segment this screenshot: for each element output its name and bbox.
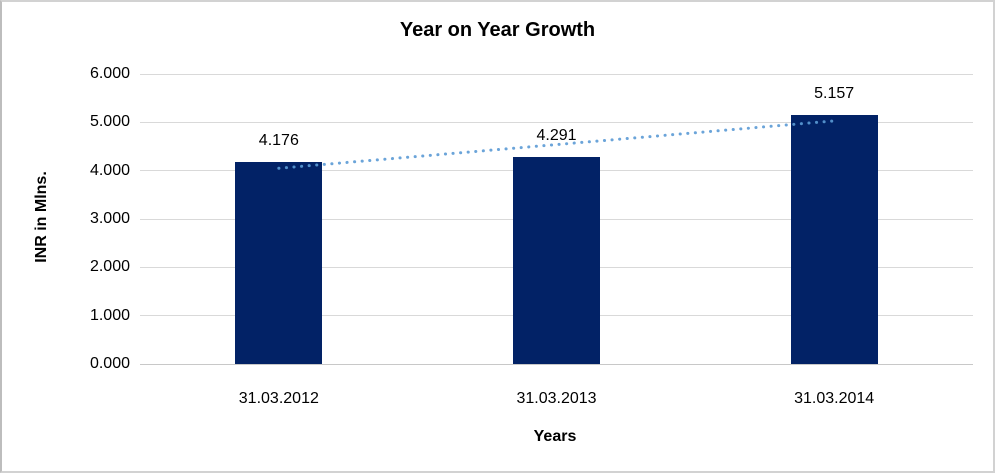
- gridline: [140, 73, 973, 75]
- y-axis-tick-label: 1.000: [89, 306, 130, 324]
- y-axis-tick-label: 4.000: [89, 161, 130, 179]
- y-axis-tick-label: 2.000: [89, 258, 130, 276]
- gridline: [140, 363, 973, 365]
- x-axis-title: Years: [533, 428, 577, 445]
- y-axis-tick-label: 0.000: [89, 355, 130, 372]
- y-axis-tick-label: 3.000: [89, 210, 130, 227]
- bar: [790, 114, 878, 364]
- x-axis-tick-label: 31.03.2012: [238, 390, 319, 407]
- bar: [235, 162, 323, 364]
- y-axis-tick-label: 5.000: [89, 113, 130, 131]
- bar: [513, 156, 600, 364]
- chart-title: Year on Year Growth: [399, 19, 596, 41]
- y-axis-title: INR in Mlns.: [33, 171, 50, 263]
- x-axis-tick-label: 31.03.2014: [794, 390, 875, 407]
- bar-value-label: 4.291: [536, 126, 577, 144]
- y-axis-tick-label: 6.000: [89, 65, 130, 82]
- bar-value-label: 5.157: [814, 84, 855, 102]
- bar-value-label: 4.176: [258, 132, 299, 150]
- x-axis-tick-label: 31.03.2013: [516, 390, 597, 407]
